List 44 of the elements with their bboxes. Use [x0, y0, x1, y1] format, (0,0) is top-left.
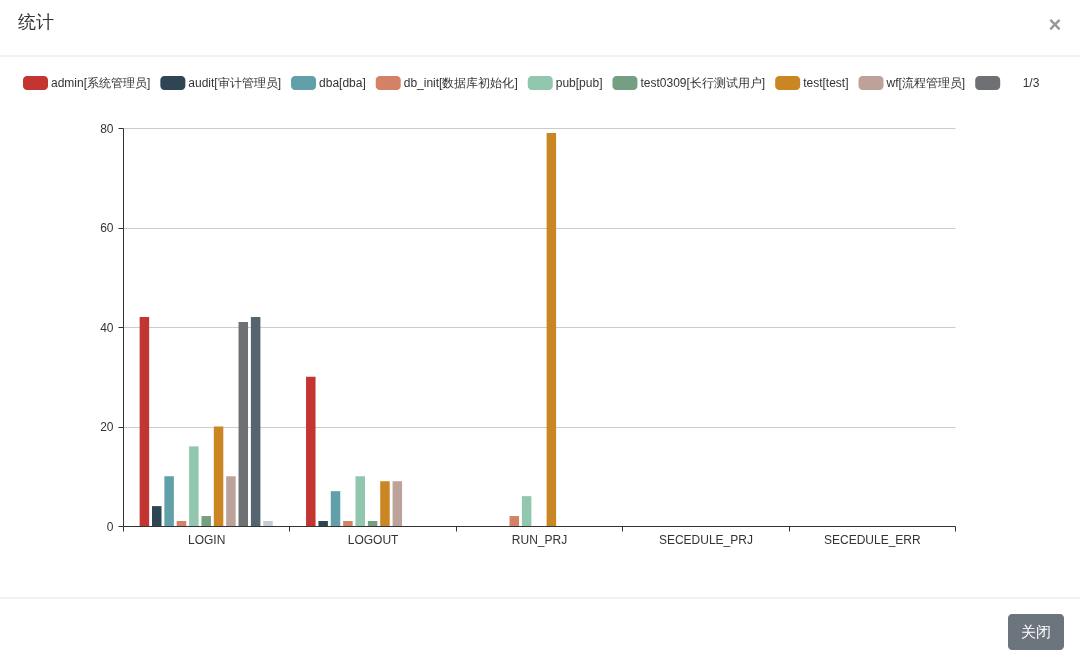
text: 1/3 — [1022, 76, 1040, 90]
legend-label: db_init[数据库初始化] — [403, 76, 518, 90]
bar — [392, 481, 403, 526]
bar — [355, 476, 365, 526]
chart-title: 统计 — [18, 12, 54, 32]
bar — [380, 481, 390, 526]
y-tick-label: 20 — [100, 420, 114, 434]
bar — [330, 491, 341, 526]
legend-label: audit[审计管理员] — [188, 76, 282, 90]
bar — [546, 132, 557, 526]
bar — [176, 521, 187, 526]
bar — [521, 496, 532, 526]
legend-label: pub[pub] — [555, 76, 603, 90]
y-tick-label: 80 — [100, 121, 114, 136]
bar — [250, 317, 261, 526]
bar — [367, 521, 378, 526]
bar — [226, 476, 236, 526]
legend-label: dba[dba] — [319, 76, 366, 90]
bar — [318, 521, 328, 526]
bar — [213, 426, 224, 526]
x-tick-label: LOGOUT — [347, 532, 400, 547]
bar — [238, 322, 249, 526]
bar — [201, 516, 211, 526]
legend-label: test[test] — [803, 76, 849, 90]
legend-label: admin[系统管理员] — [51, 76, 151, 90]
bar — [509, 516, 520, 526]
text: × — [1048, 12, 1062, 37]
legend-label: wf[流程管理员] — [885, 76, 966, 90]
x-tick-label: SECEDULE_ERR — [823, 532, 921, 547]
bar — [343, 521, 353, 526]
legend-label: test0309[长行测试用户] — [640, 76, 766, 90]
bar — [189, 446, 199, 526]
y-tick-label: 40 — [100, 320, 114, 335]
x-tick-label: LOGIN — [188, 532, 226, 547]
text: 关闭 — [1021, 623, 1051, 640]
x-tick-label: RUN_PRJ — [511, 532, 568, 547]
bar — [306, 376, 316, 526]
bar — [139, 317, 150, 526]
y-tick-label: 60 — [100, 221, 114, 235]
bar — [164, 476, 174, 526]
x-tick-label: SECEDULE_PRJ — [658, 532, 753, 547]
y-tick-label: 0 — [106, 519, 114, 534]
bar — [152, 506, 162, 526]
bar — [263, 521, 273, 526]
